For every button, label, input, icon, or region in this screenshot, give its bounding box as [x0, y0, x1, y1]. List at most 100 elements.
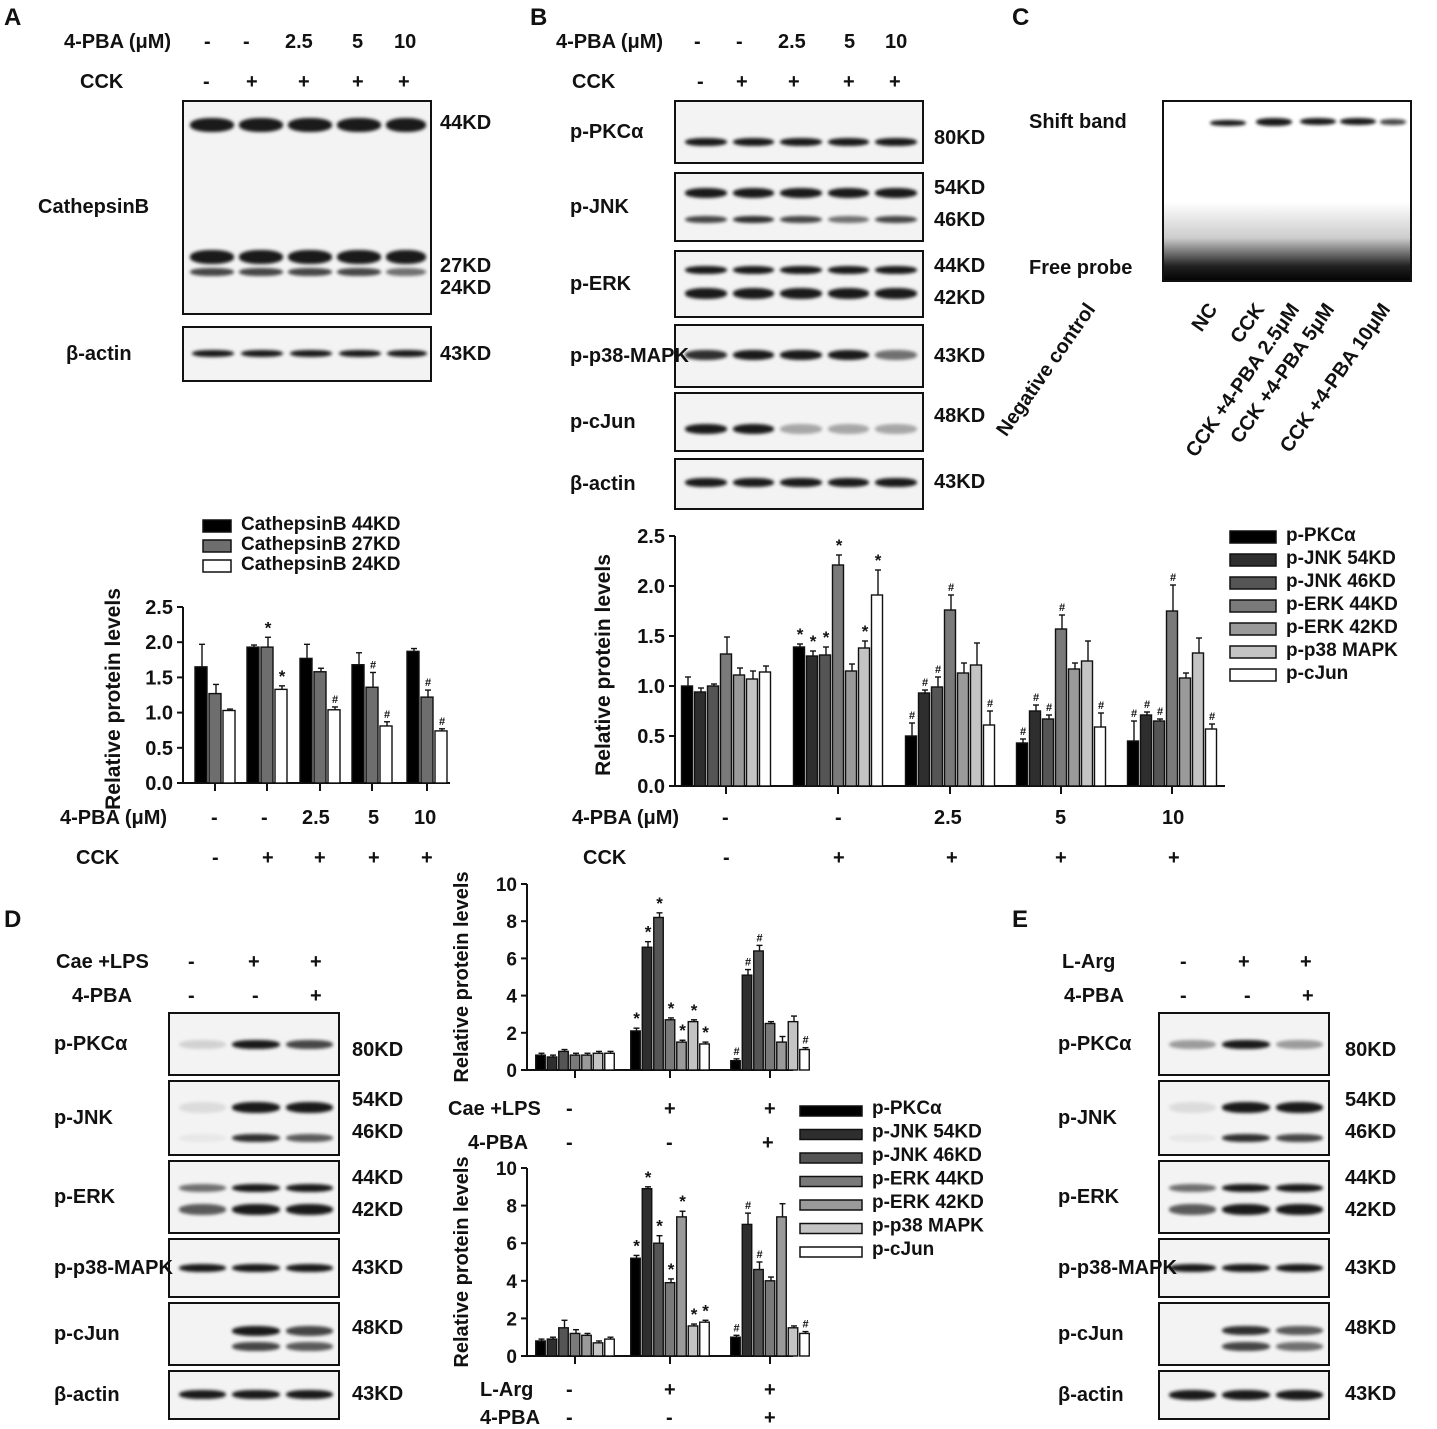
bar	[687, 1020, 699, 1071]
y-tick-label: 1.5	[145, 667, 173, 689]
blot-label: p-JNK	[1058, 1107, 1117, 1129]
row-label-value: -	[252, 985, 259, 1007]
bar	[741, 974, 753, 1071]
bar	[676, 1216, 687, 1357]
y-tick-label: 0.5	[637, 726, 665, 748]
legend-label: p-p38 MAPK	[872, 1216, 984, 1237]
kd-label: 44KD	[1345, 1167, 1397, 1189]
row-label-value: -	[723, 847, 730, 869]
bar	[831, 564, 845, 787]
bar	[787, 1020, 799, 1071]
row-label-value: +	[762, 1132, 774, 1154]
bar	[764, 1022, 776, 1071]
western-blot-strip	[168, 1370, 340, 1420]
panel-label-e: E	[1012, 906, 1029, 933]
significance-mark: *	[679, 1192, 686, 1211]
row-label-cck-value: +	[398, 71, 410, 93]
blot-label: p-JNK	[54, 1107, 113, 1129]
significance-mark: #	[1033, 692, 1039, 704]
y-tick-label: 2.0	[145, 632, 173, 654]
kd-label: 54KD	[352, 1089, 404, 1111]
row-label-cck-value: +	[736, 71, 748, 93]
legend-swatch	[1229, 599, 1277, 613]
panel-label-a: A	[4, 4, 22, 31]
row-label-value: -	[212, 847, 219, 869]
western-blot-strip	[674, 458, 924, 510]
kd-label: 48KD	[352, 1317, 404, 1339]
blot-label: β-actin	[1058, 1384, 1124, 1406]
bar	[1067, 668, 1081, 787]
cathepsinb-blot	[182, 100, 432, 315]
kd-label: 43KD	[352, 1383, 404, 1405]
significance-mark: *	[668, 1260, 675, 1279]
bar	[758, 671, 772, 787]
panel-label-b: B	[530, 4, 548, 31]
significance-mark: *	[691, 1305, 698, 1324]
bar	[917, 692, 931, 787]
legend-label: p-JNK 54KD	[1286, 548, 1396, 569]
row-label-cck-value: +	[788, 71, 800, 93]
bar	[730, 1336, 741, 1357]
legend-label: p-p38 MAPK	[1286, 640, 1398, 661]
bar	[982, 724, 996, 787]
significance-mark: *	[836, 536, 843, 555]
bar	[535, 1340, 546, 1357]
blot-label: p-p38-MAPK	[570, 345, 689, 367]
row-label-cck: CCK	[76, 847, 120, 869]
row-label-value: -	[188, 985, 195, 1007]
bar	[208, 692, 222, 784]
row-label-value: +	[262, 847, 274, 869]
bar	[745, 678, 759, 787]
significance-mark: #	[1131, 708, 1137, 720]
legend-swatch	[799, 1152, 863, 1164]
kd-label: 48KD	[1345, 1317, 1397, 1339]
bar	[604, 1338, 615, 1357]
bar	[664, 1281, 676, 1357]
y-tick-label: 0	[506, 1347, 517, 1368]
kd-label: 44KD	[440, 112, 492, 134]
significance-mark: *	[633, 1236, 640, 1255]
bar	[787, 1327, 799, 1357]
row-label-value: -	[1180, 951, 1187, 973]
blot-label: p-PKCα	[54, 1033, 128, 1055]
row-label-value: +	[764, 1098, 776, 1120]
row-label-4pba: 4-PBA (μM)	[64, 31, 172, 53]
kd-label: 43KD	[934, 345, 986, 367]
significance-mark: *	[702, 1023, 709, 1042]
kd-label: 27KD	[440, 255, 492, 277]
kd-label: 44KD	[352, 1167, 404, 1189]
bar	[730, 1059, 741, 1071]
bar	[653, 916, 664, 1071]
row-label-cck-value: +	[298, 71, 310, 93]
y-tick-label: 10	[496, 1159, 517, 1180]
significance-mark: *	[279, 667, 286, 686]
row-label-value: +	[1238, 951, 1250, 973]
kd-label: 24KD	[440, 277, 492, 299]
bar	[434, 730, 448, 784]
bar	[1080, 660, 1094, 787]
row-label-value: -	[722, 807, 729, 829]
y-tick-label: 2.0	[637, 576, 665, 598]
bar	[943, 609, 957, 787]
row-label-cck-value: -	[697, 71, 704, 93]
legend-label: p-JNK 46KD	[1286, 571, 1396, 592]
kd-label: 43KD	[1345, 1383, 1397, 1405]
significance-mark: #	[756, 1249, 762, 1261]
bar	[1152, 720, 1166, 787]
row-label-value: +	[314, 847, 326, 869]
bar	[676, 1041, 687, 1071]
western-blot-strip	[674, 250, 924, 318]
blot-label: p-ERK	[570, 273, 632, 295]
western-blot-strip	[674, 100, 924, 164]
kd-label: 80KD	[352, 1039, 404, 1061]
y-axis-label: Relative protein levels	[451, 1156, 473, 1367]
legend-label: p-ERK 42KD	[1286, 617, 1398, 638]
kd-label: 54KD	[1345, 1089, 1397, 1111]
bar	[818, 654, 832, 787]
bar	[260, 646, 274, 784]
significance-mark: *	[797, 625, 804, 644]
bar	[406, 650, 420, 784]
bar	[680, 685, 694, 787]
bar	[327, 709, 341, 784]
bar	[699, 1043, 710, 1071]
